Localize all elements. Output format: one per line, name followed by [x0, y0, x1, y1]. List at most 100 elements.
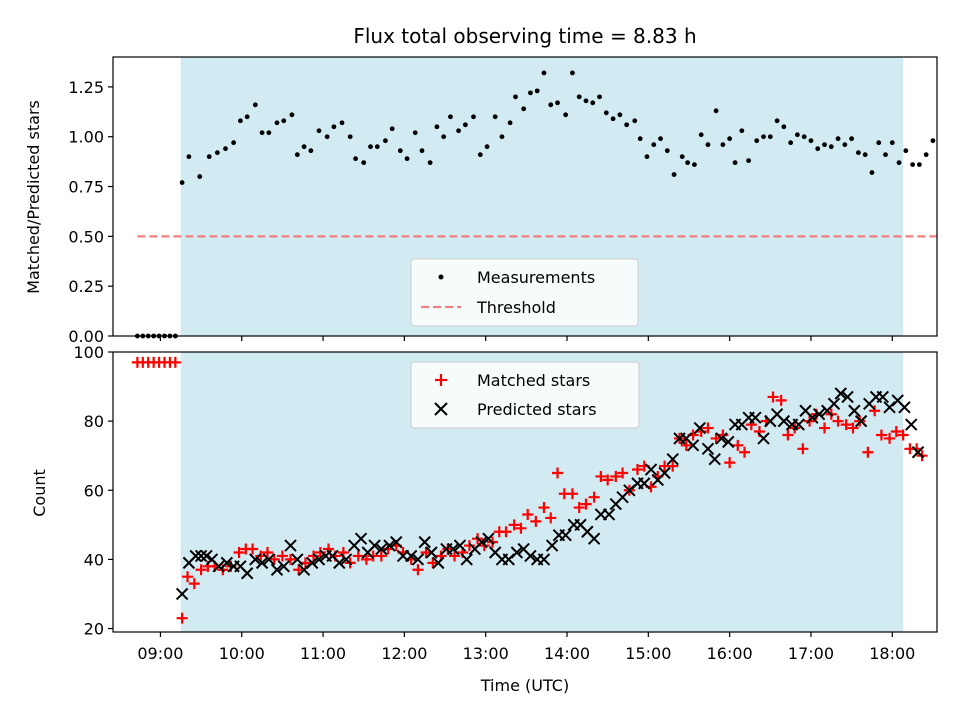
- measurement-point: [563, 112, 569, 118]
- predicted-star-point: [559, 529, 572, 542]
- matched-star-point: [314, 546, 326, 558]
- measurement-point: [570, 70, 575, 76]
- predicted-star-point: [510, 546, 524, 559]
- matched-star-point: [412, 564, 424, 576]
- matched-star-point: [602, 474, 614, 486]
- measurement-point: [186, 154, 192, 160]
- measurement-point: [541, 70, 547, 76]
- measurement-point: [739, 128, 745, 134]
- predicted-star-point: [212, 560, 225, 573]
- predicted-star-point: [375, 542, 388, 556]
- matched-star-point: [545, 512, 557, 524]
- bottom-x-tick-label: 16:00: [707, 644, 753, 663]
- legend-predicted-label: Predicted stars: [477, 400, 597, 419]
- matched-star-point: [819, 422, 831, 434]
- measurement-point: [713, 108, 719, 114]
- matched-star-point: [847, 422, 859, 434]
- predicted-star-point: [658, 466, 671, 480]
- matched-star-point: [595, 470, 607, 482]
- predicted-star-point: [249, 553, 262, 566]
- predicted-star-point: [693, 421, 707, 435]
- matched-star-point: [890, 426, 902, 438]
- measurement-point: [404, 156, 410, 162]
- measurement-point: [869, 170, 875, 175]
- measurement-point: [590, 100, 596, 106]
- bottom-x-tick-label: 10:00: [219, 644, 265, 663]
- bottom-x-tick-label: 18:00: [869, 644, 915, 663]
- matched-star-point: [862, 446, 874, 458]
- predicted-star-point: [708, 452, 721, 466]
- measurement-point: [685, 160, 691, 166]
- matched-star-point: [285, 553, 297, 565]
- matched-star-point: [233, 546, 245, 558]
- measurement-point: [597, 94, 602, 100]
- predicted-star-point: [854, 414, 868, 428]
- matched-star-point: [897, 429, 909, 441]
- matched-star-point: [767, 391, 779, 403]
- predicted-star-point: [777, 414, 791, 428]
- top-y-tick-label: 0.25: [68, 277, 104, 296]
- top-y-axis-label: Matched/Predicted stars: [24, 100, 43, 294]
- measurement-point: [419, 148, 425, 154]
- bottom-legend: Matched stars Predicted stars: [410, 361, 640, 429]
- measurement-point: [610, 116, 616, 122]
- measurement-point: [448, 114, 453, 120]
- predicted-star-point: [333, 556, 346, 570]
- measurement-point: [441, 134, 447, 140]
- matched-star-point: [247, 543, 259, 555]
- measurement-point: [801, 134, 807, 140]
- predicted-star-point: [270, 563, 284, 576]
- measurement-point: [179, 180, 185, 185]
- top-axes-frame: [112, 56, 938, 337]
- predicted-star-point: [306, 556, 319, 570]
- top-y-tick-label: 1.00: [68, 128, 104, 147]
- predicted-star-point: [827, 397, 841, 411]
- measurement-point: [308, 148, 314, 154]
- predicted-star-point: [189, 549, 202, 563]
- predicted-star-point: [411, 553, 425, 566]
- matched-star-point: [182, 571, 194, 583]
- measurement-point: [664, 148, 670, 154]
- bottom-x-tick-label: 15:00: [625, 644, 671, 663]
- matched-star-point: [702, 422, 714, 434]
- predicted-star-point: [701, 442, 715, 455]
- measurement-point: [555, 100, 560, 106]
- measurement-point: [534, 88, 540, 94]
- matched-star-point: [667, 460, 679, 472]
- legend-matched-swatch: [435, 374, 447, 386]
- matched-star-point: [293, 564, 305, 576]
- predicted-star-point: [446, 542, 460, 556]
- measurement-point: [727, 136, 733, 142]
- measurement-point: [637, 136, 643, 142]
- measurement-point: [788, 140, 794, 146]
- measurement-point: [732, 160, 738, 166]
- predicted-star-point: [312, 553, 326, 566]
- predicted-star-point: [354, 532, 368, 545]
- measurement-point: [374, 144, 380, 150]
- x-axis-label: Time (UTC): [480, 676, 569, 695]
- measurement-point: [617, 112, 623, 118]
- bottom-x-tick-label: 11:00: [300, 644, 346, 663]
- measurement-point: [383, 138, 388, 144]
- predicted-star-point: [240, 567, 254, 580]
- measurement-point: [289, 112, 295, 118]
- predicted-star-point: [545, 539, 559, 552]
- measurement-point: [513, 94, 518, 100]
- measurement-point: [842, 142, 848, 148]
- predicted-star-point: [686, 439, 700, 452]
- measurement-point: [484, 144, 490, 150]
- measurement-point: [244, 114, 250, 120]
- matched-star-point: [500, 526, 512, 538]
- measurement-point: [603, 110, 609, 116]
- top-y-tick-label: 0.50: [68, 227, 104, 246]
- predicted-star-point: [757, 432, 770, 445]
- matched-star-point: [732, 439, 744, 451]
- measurement-point: [521, 106, 527, 112]
- measurement-point: [705, 142, 711, 148]
- predicted-star-point: [644, 463, 658, 476]
- matched-star-point: [188, 578, 200, 590]
- matched-star-point: [195, 564, 207, 576]
- predicted-star-point: [418, 535, 431, 549]
- measurement-point: [507, 120, 513, 126]
- matched-star-point: [169, 356, 181, 368]
